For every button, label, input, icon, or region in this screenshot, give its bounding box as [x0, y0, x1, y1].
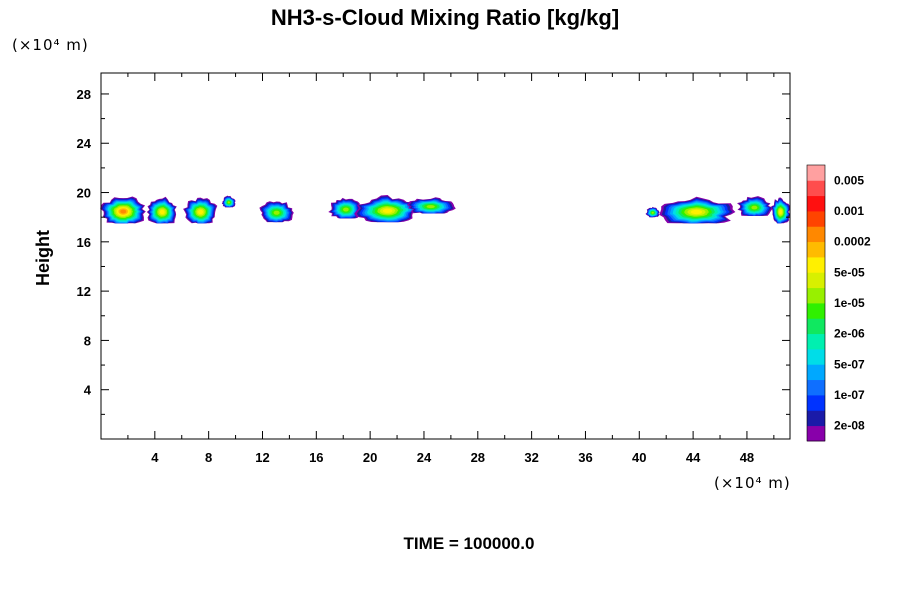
colorbar-label: 0.0002 — [834, 235, 871, 249]
x-tick-label: 4 — [151, 450, 159, 465]
colorbar-label: 2e-06 — [834, 327, 865, 341]
colorbar-label: 5e-07 — [834, 357, 865, 371]
colorbar-label: 1e-07 — [834, 388, 865, 402]
colorbar-label: 2e-08 — [834, 419, 865, 433]
y-tick-label: 16 — [77, 235, 91, 250]
colorbar-swatch — [807, 195, 825, 212]
cloud-cluster — [771, 197, 791, 224]
cloud-contour-level — [120, 209, 127, 214]
cloud-field — [100, 195, 791, 224]
plot-frame — [100, 72, 791, 440]
cloud-contour-level — [751, 205, 758, 210]
colorbar-swatch — [807, 410, 825, 427]
cloud-cluster — [328, 197, 360, 219]
colorbar-swatch — [807, 303, 825, 319]
x-tick-label: 24 — [417, 450, 432, 465]
cloud-cluster — [659, 196, 736, 224]
colorbar-swatch — [807, 364, 825, 381]
cloud-cluster — [259, 201, 294, 223]
cloud-contour-level — [227, 201, 230, 204]
cloud-contour-level — [273, 210, 280, 215]
x-axis: 4 8 12 16 20 24 28 32 36 40 44 48 — [127, 73, 775, 465]
x-tick-label: 44 — [686, 450, 701, 465]
time-label: TIME = 100000.0 — [404, 534, 535, 553]
y-axis-unit: (×10⁴ m) — [12, 36, 89, 54]
colorbar-swatch — [807, 226, 825, 243]
cloud-cluster — [737, 196, 774, 216]
colorbar-label: 0.001 — [834, 204, 864, 218]
y-tick-label: 12 — [77, 284, 91, 299]
colorbar-swatch — [807, 272, 825, 289]
x-tick-label: 36 — [578, 450, 592, 465]
colorbar-swatch — [807, 333, 825, 350]
colorbar-swatch — [807, 318, 825, 335]
y-tick-label: 24 — [77, 136, 92, 151]
y-axis: 4 8 12 16 20 24 28 — [77, 87, 790, 415]
y-axis-label: Height — [33, 230, 53, 286]
x-tick-label: 12 — [255, 450, 269, 465]
colorbar-label: 1e-05 — [834, 296, 865, 310]
x-tick-label: 48 — [740, 450, 754, 465]
x-axis-unit: (×10⁴ m) — [714, 474, 791, 492]
cloud-cluster — [100, 196, 146, 224]
colorbar-swatch — [807, 349, 825, 365]
x-tick-label: 20 — [363, 450, 377, 465]
cloud-contour-level — [198, 209, 203, 215]
colorbar-swatch — [807, 257, 825, 273]
colorbar-legend: 0.005 0.001 0.0002 5e-05 1e-05 2e-06 5e-07 1e-0… — [806, 164, 871, 442]
colorbar-swatch — [807, 287, 825, 304]
colorbar-swatch — [807, 395, 825, 411]
colorbar-frame — [806, 164, 826, 442]
x-tick-label: 16 — [309, 450, 323, 465]
colorbar-label: 5e-05 — [834, 265, 865, 279]
x-tick-label: 8 — [205, 450, 212, 465]
x-tick-label: 28 — [471, 450, 485, 465]
chart-title: NH3-s-Cloud Mixing Ratio [kg/kg] — [271, 5, 619, 30]
cloud-contour-level — [651, 211, 654, 214]
y-tick-label: 4 — [84, 383, 92, 398]
cloud-contour-level — [343, 207, 349, 212]
cloud-contour-level — [690, 209, 703, 215]
cloud-cluster — [406, 197, 456, 214]
cloud-contour-level — [779, 209, 782, 215]
colorbar-swatch — [807, 211, 825, 227]
colorbar-swatch — [807, 165, 825, 181]
cloud-cluster — [221, 195, 236, 208]
cloud-cluster — [354, 195, 422, 223]
cloud-contour-level — [426, 205, 435, 209]
colorbar-label: 0.005 — [834, 173, 864, 187]
cloud-contour-level — [382, 208, 393, 213]
colorbar-swatch — [807, 425, 825, 442]
x-tick-label: 40 — [632, 450, 646, 465]
colorbar-swatch — [807, 379, 825, 396]
y-tick-label: 20 — [77, 186, 91, 201]
colorbar-swatch — [807, 241, 825, 258]
y-tick-label: 28 — [77, 87, 91, 102]
cloud-cluster — [146, 196, 177, 224]
cloud-cluster — [645, 206, 660, 218]
x-tick-label: 32 — [524, 450, 538, 465]
y-tick-label: 8 — [84, 333, 91, 348]
colorbar-swatch — [807, 180, 825, 197]
cloud-contour-level — [159, 209, 165, 215]
cloud-cluster — [183, 197, 218, 224]
